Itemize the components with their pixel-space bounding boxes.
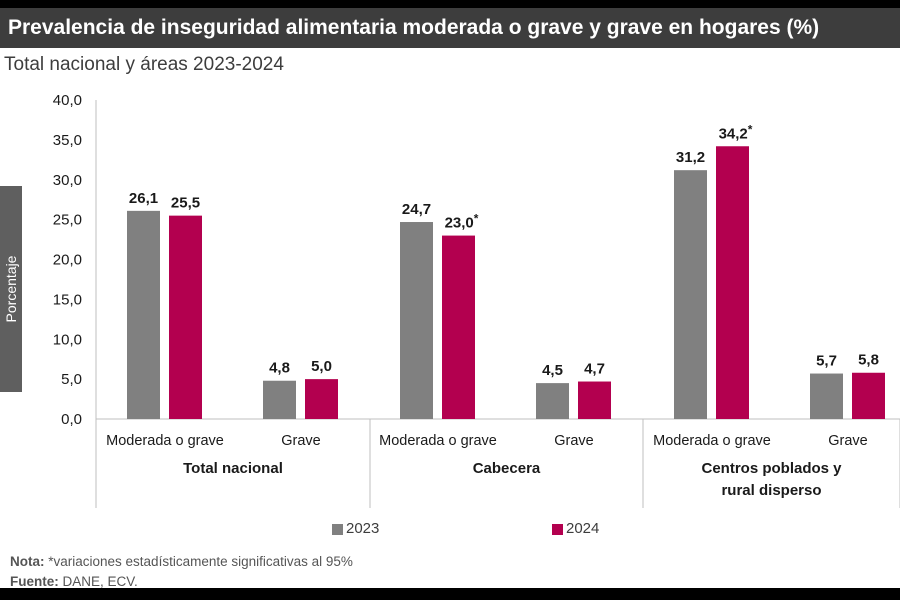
source-label: Fuente: <box>10 574 59 588</box>
legend-label-2024: 2024 <box>566 520 600 537</box>
bar-2024-1 <box>305 379 338 419</box>
chart-subtitle: Total nacional y áreas 2023-2024 <box>4 54 284 75</box>
y-tick-label: 40,0 <box>53 92 82 109</box>
group-label: rural disperso <box>721 482 821 499</box>
bar-chart: 0,0 5,0 10,0 15,0 20,0 25,0 30,0 35,0 40,0 26,1 4,… <box>53 92 900 508</box>
y-tick-label: 25,0 <box>53 212 82 229</box>
source-line: Fuente: DANE, ECV. <box>10 572 353 588</box>
bar-2023-0 <box>127 210 160 419</box>
category-label: Grave <box>828 433 868 449</box>
category-label: Moderada o grave <box>379 433 497 449</box>
note-text: *variaciones estadísticamente significat… <box>44 554 353 569</box>
legend-swatch-2024 <box>552 524 563 535</box>
y-tick-label: 30,0 <box>53 172 82 189</box>
data-label-2024-1: 5,0 <box>311 358 332 375</box>
bar-2024-3 <box>578 381 611 419</box>
y-axis-label-box: Porcentaje <box>0 186 22 392</box>
significance-star: * <box>748 122 753 136</box>
title-bar: Prevalencia de inseguridad alimentaria m… <box>0 8 900 48</box>
data-label-2024-0: 25,5 <box>171 195 200 212</box>
category-label: Moderada o grave <box>653 433 771 449</box>
data-label-2023-4: 31,2 <box>676 149 705 166</box>
chart-title: Prevalencia de inseguridad alimentaria m… <box>8 16 820 39</box>
group-label: Centros poblados y <box>701 460 842 477</box>
y-tick-label: 10,0 <box>53 331 82 348</box>
group-label: Cabecera <box>473 460 541 477</box>
bar-2023-3 <box>536 383 569 419</box>
y-tick-label: 15,0 <box>53 291 82 308</box>
bar-2023-5 <box>810 373 843 419</box>
bar-2024-0 <box>169 215 202 419</box>
y-tick-label: 5,0 <box>61 371 82 388</box>
footer: Nota: *variaciones estadísticamente sign… <box>10 552 353 588</box>
bar-2023-4 <box>674 170 707 419</box>
source-text: DANE, ECV. <box>58 574 138 588</box>
data-label-2023-1: 4,8 <box>269 360 290 377</box>
category-label: Grave <box>281 433 321 449</box>
y-tick-label: 35,0 <box>53 132 82 149</box>
data-label-2023-5: 5,7 <box>816 353 837 370</box>
bar-2023-2 <box>400 222 433 419</box>
data-label-2023-2: 24,7 <box>402 201 431 218</box>
data-label-2024-5: 5,8 <box>858 352 879 369</box>
category-label: Grave <box>554 433 594 449</box>
group-label: Total nacional <box>183 460 283 477</box>
data-label-2023-0: 26,1 <box>129 190 158 207</box>
chart-frame: Prevalencia de inseguridad alimentaria m… <box>0 8 900 588</box>
legend-label-2023: 2023 <box>346 520 380 537</box>
significance-star: * <box>474 212 479 226</box>
data-label-2024-3: 4,7 <box>584 361 605 378</box>
bar-2023-1 <box>263 380 296 419</box>
data-label-2024-2: 23,0* <box>445 212 479 232</box>
legend-swatch-2023 <box>332 524 343 535</box>
note-label: Nota: <box>10 554 45 569</box>
bar-2024-2 <box>442 235 475 419</box>
category-label: Moderada o grave <box>106 433 224 449</box>
y-tick-label: 20,0 <box>53 252 82 269</box>
data-label-2024-4: 34,2* <box>719 122 753 142</box>
y-tick-label: 0,0 <box>61 411 82 428</box>
bar-2024-5 <box>852 372 885 419</box>
bar-2024-4 <box>716 146 749 419</box>
note-line: Nota: *variaciones estadísticamente sign… <box>10 552 353 572</box>
data-label-2023-3: 4,5 <box>542 362 563 379</box>
